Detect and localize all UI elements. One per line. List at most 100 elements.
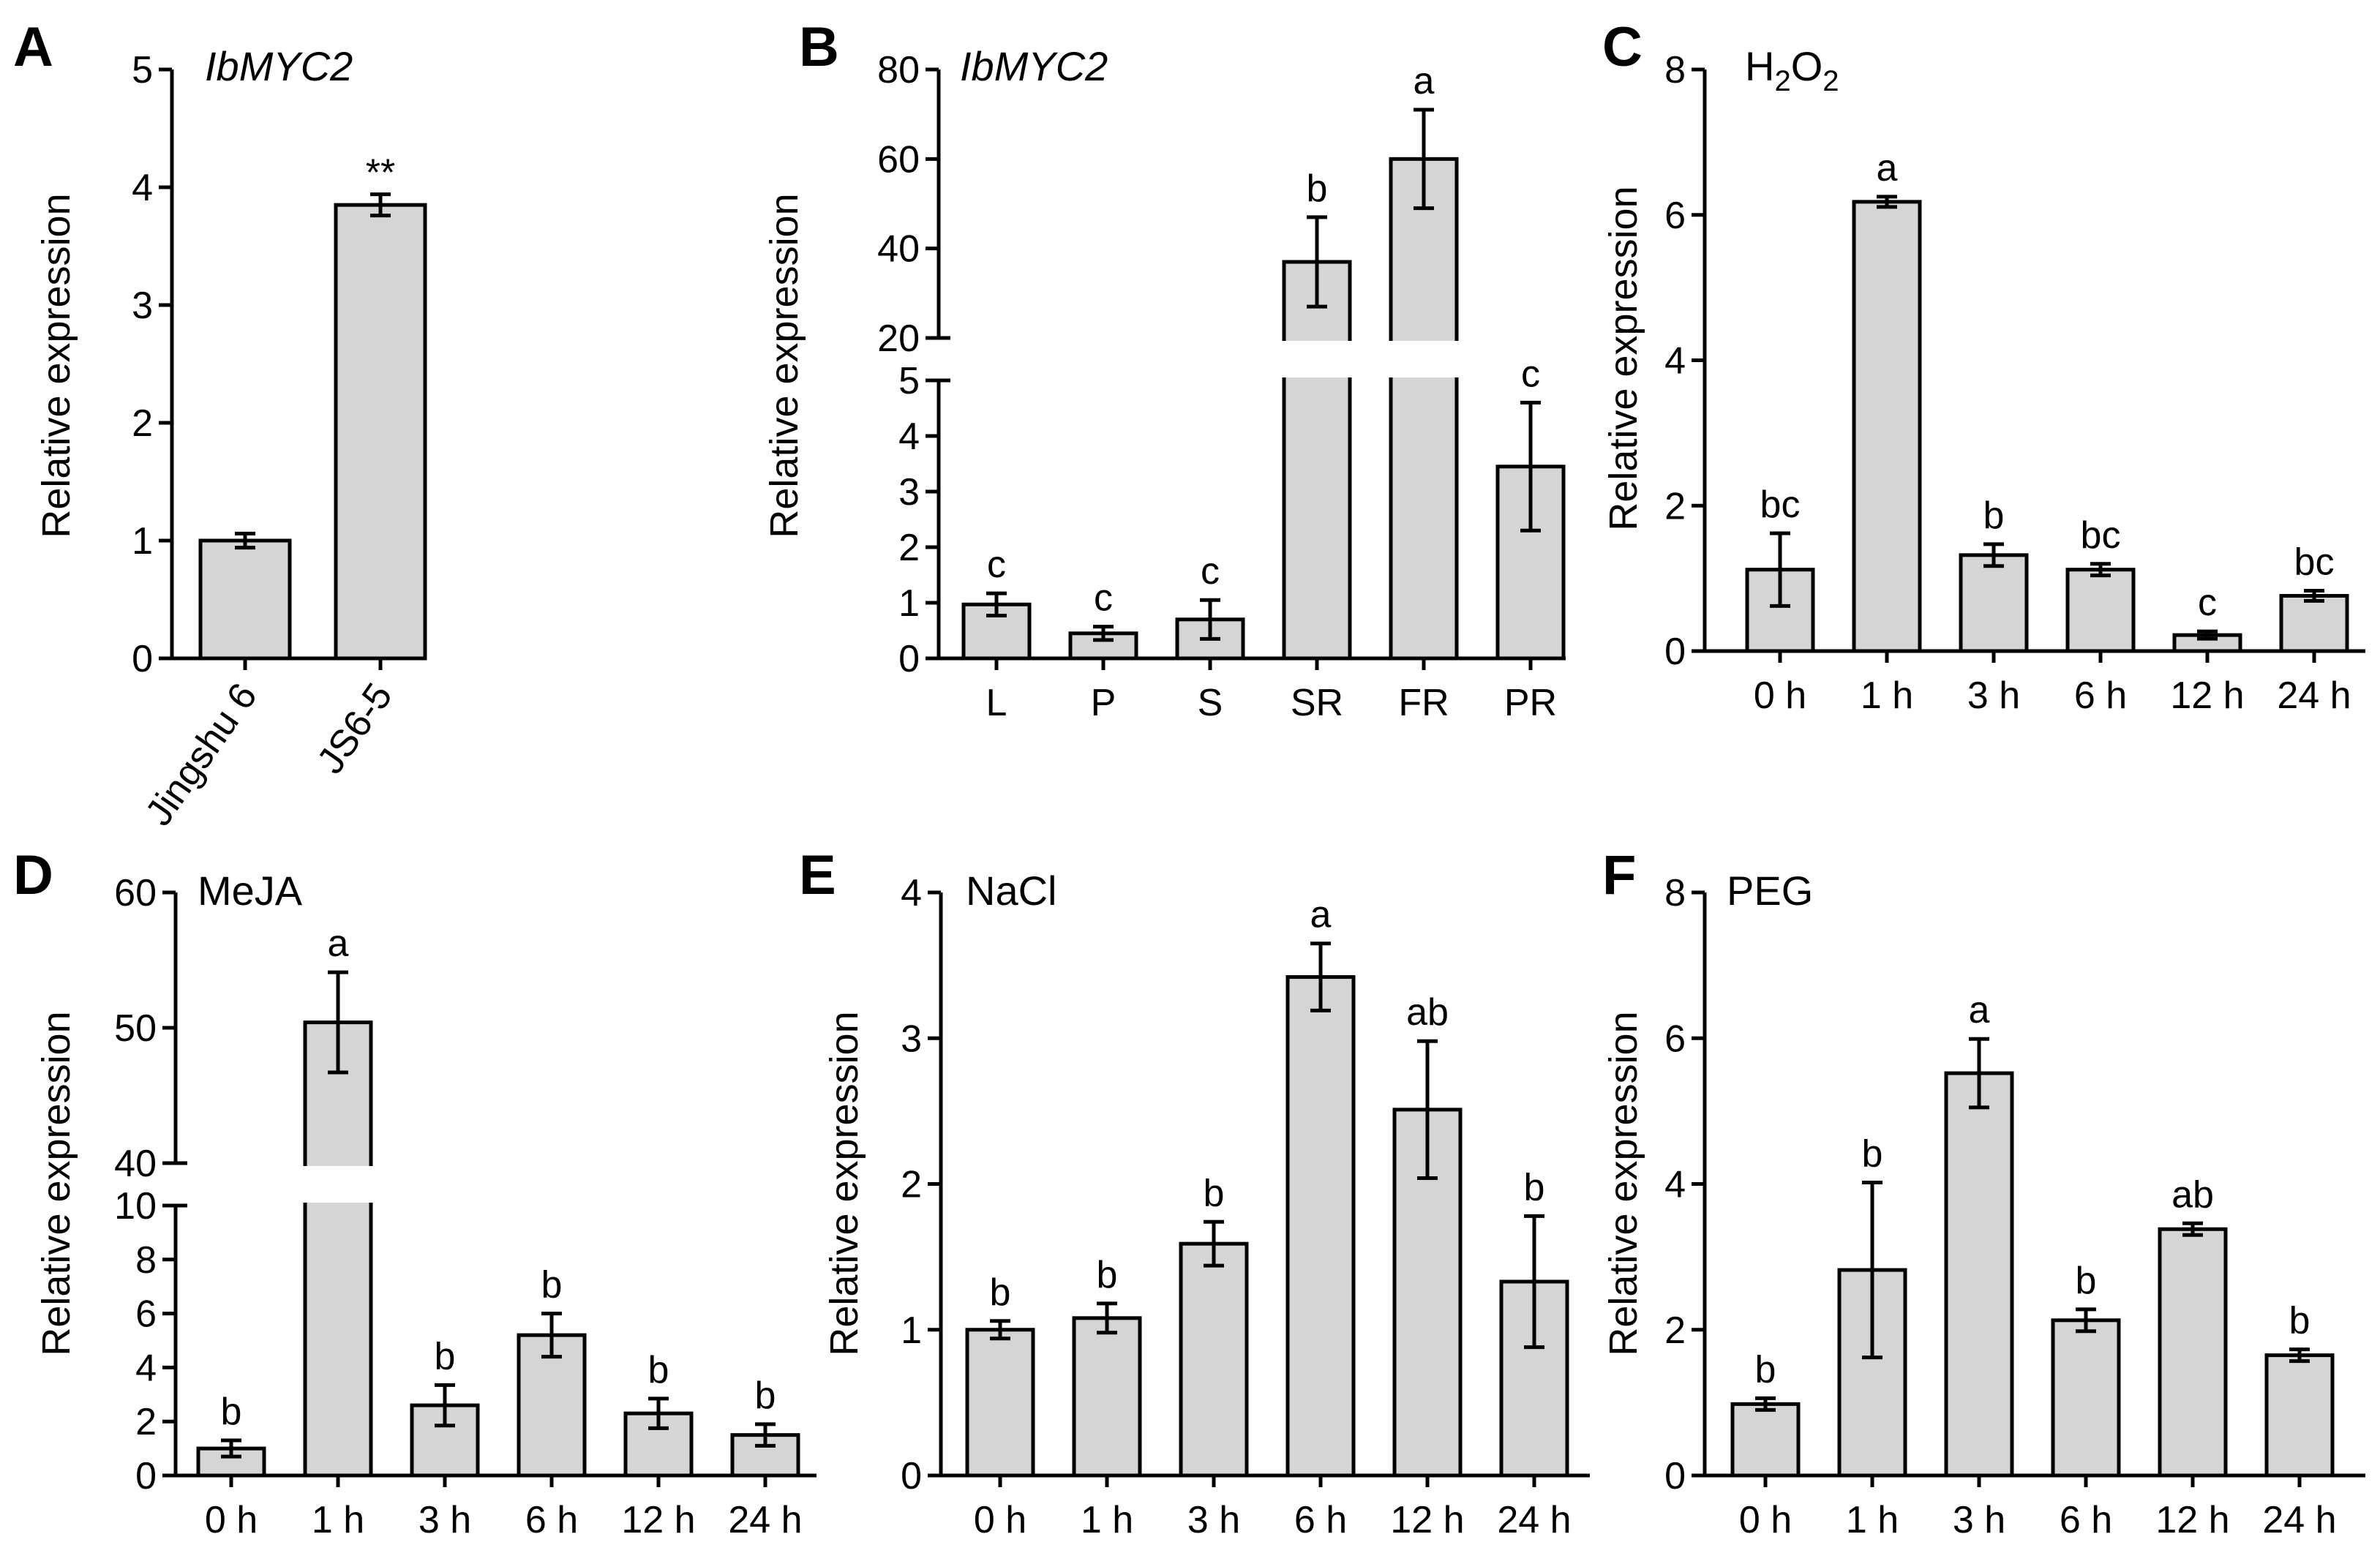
significance-label: b: [2289, 1300, 2310, 1342]
x-tick-label: 3 h: [1187, 1499, 1240, 1541]
significance-label: ab: [1406, 991, 1449, 1034]
y-tick-label: 2: [135, 1401, 157, 1443]
significance-label: c: [1521, 353, 1540, 395]
y-tick-label: 50: [114, 1007, 157, 1050]
x-tick-label: 3 h: [1967, 674, 2020, 717]
chart-title: H2O2: [1745, 43, 1839, 97]
bar: [334, 203, 427, 661]
significance-label: c: [987, 544, 1006, 586]
y-axis-label: Relative expression: [34, 1011, 78, 1356]
x-tick-label: 0 h: [205, 1499, 258, 1541]
y-tick-label: 6: [135, 1293, 157, 1336]
x-tick-label: 3 h: [1953, 1499, 2005, 1541]
y-tick-label: 4: [901, 872, 922, 914]
significance-label: b: [648, 1349, 669, 1391]
x-tick-label: 24 h: [2262, 1499, 2336, 1541]
chart-title: PEG: [1727, 868, 1813, 914]
bar: [965, 1328, 1035, 1478]
bar: [1959, 553, 2029, 653]
chart-title: IbMYC2: [960, 43, 1108, 89]
x-tick-label: 24 h: [1497, 1499, 1571, 1541]
y-axis-label: Relative expression: [1602, 186, 1645, 530]
significance-label: c: [2198, 582, 2217, 624]
significance-label: bc: [1760, 484, 1801, 526]
y-tick-label: 10: [114, 1185, 157, 1227]
bar: [2264, 1353, 2335, 1478]
y-tick-label: 2: [1664, 1309, 1686, 1352]
y-tick-label: 40: [114, 1143, 157, 1185]
significance-label: **: [366, 152, 395, 195]
significance-label: b: [1307, 168, 1328, 210]
panel-letter: A: [13, 16, 53, 78]
y-tick-label: 5: [898, 360, 920, 402]
x-tick-label: Jingshu 6: [138, 676, 266, 834]
y-tick-label: 60: [114, 872, 157, 914]
significance-label: b: [1755, 1348, 1776, 1391]
significance-label: b: [990, 1271, 1011, 1314]
bar: [1944, 1071, 2014, 1478]
y-axis-label: Relative expression: [822, 1011, 866, 1356]
bar: [1282, 260, 1352, 661]
panel-letter: E: [799, 844, 836, 906]
significance-label: ab: [2171, 1173, 2214, 1216]
significance-label: a: [1310, 894, 1332, 936]
y-tick-label: 4: [135, 1347, 157, 1389]
panel-c: C Relative expression 0 2 4 6 8 H2O2 bc 0 h a 1 h b 3…: [1602, 16, 2365, 717]
panel-a: A Relative expression 0 1 2 3 4 5 IbMYC2 Jingshu …: [13, 16, 427, 834]
y-tick-label: 60: [877, 138, 920, 181]
x-tick-label: 12 h: [2170, 674, 2244, 717]
significance-label: b: [541, 1264, 563, 1307]
bar-break-gap: [1281, 341, 1353, 377]
y-tick-label: 1: [898, 582, 920, 625]
bar-break-gap: [1388, 341, 1460, 377]
x-tick-label: P: [1091, 682, 1116, 724]
y-tick-label: 2: [1664, 485, 1686, 527]
y-tick-label: 2: [132, 402, 153, 445]
x-tick-label: SR: [1291, 682, 1343, 724]
panel-f: F Relative expression 0 2 4 6 8 PEG b 0 h b 1 h a 3 h…: [1602, 844, 2365, 1541]
y-axis-label: Relative expression: [762, 193, 806, 538]
x-tick-label: 1 h: [1861, 674, 1913, 717]
significance-label: bc: [2081, 514, 2121, 557]
x-tick-label: 12 h: [621, 1499, 695, 1541]
bar: [2279, 593, 2349, 653]
y-tick-label: 0: [1664, 1455, 1686, 1497]
x-tick-label: 0 h: [1754, 674, 1806, 717]
bar: [1852, 200, 1922, 653]
y-tick-label: 4: [1664, 1164, 1686, 1206]
y-tick-label: 8: [1664, 49, 1686, 91]
y-tick-label: 80: [877, 49, 920, 91]
significance-label: a: [1969, 989, 1990, 1031]
y-tick-label: 3: [898, 471, 920, 514]
y-tick-label: 6: [1664, 195, 1686, 237]
significance-label: a: [1414, 60, 1435, 102]
x-tick-label: 1 h: [312, 1499, 364, 1541]
bar: [2065, 568, 2136, 653]
x-tick-label: 6 h: [525, 1499, 578, 1541]
y-tick-label: 40: [877, 228, 920, 271]
x-tick-label: 24 h: [728, 1499, 802, 1541]
panel-letter: B: [799, 16, 839, 78]
x-tick-label: 0 h: [974, 1499, 1026, 1541]
significance-label: a: [1877, 147, 1898, 189]
x-tick-label: 0 h: [1739, 1499, 1792, 1541]
panel-letter: C: [1602, 16, 1643, 78]
y-tick-label: 4: [898, 416, 920, 458]
significance-label: bc: [2294, 541, 2335, 584]
bar: [1179, 1241, 1249, 1478]
y-tick-label: 1: [132, 520, 153, 563]
y-tick-label: 6: [1664, 1018, 1686, 1060]
y-tick-label: 0: [901, 1455, 922, 1497]
x-tick-label: 12 h: [2155, 1499, 2229, 1541]
y-tick-label: 4: [132, 167, 153, 209]
x-tick-label: JS6-5: [309, 676, 400, 782]
significance-label: c: [1201, 550, 1220, 593]
bar-break-gap: [302, 1166, 374, 1203]
x-tick-label: PR: [1504, 682, 1557, 724]
significance-label: b: [1983, 495, 2005, 537]
y-tick-label: 1: [901, 1309, 922, 1352]
y-tick-label: 3: [132, 285, 153, 327]
y-axis-label: Relative expression: [34, 193, 78, 538]
